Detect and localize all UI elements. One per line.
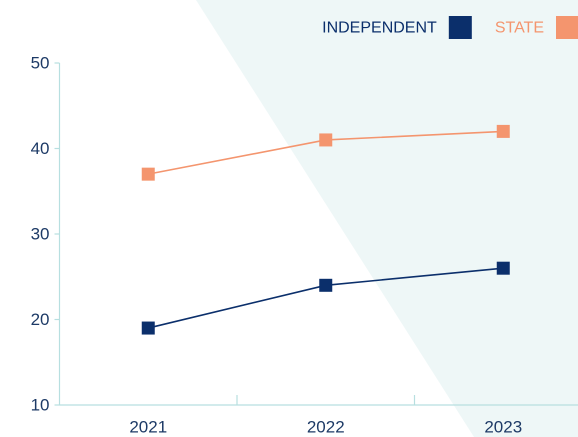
y-tick-label: 20 bbox=[31, 310, 50, 329]
y-tick-label: 30 bbox=[31, 224, 50, 243]
marker bbox=[319, 278, 333, 292]
x-tick-label: 2023 bbox=[484, 417, 522, 436]
marker bbox=[141, 167, 155, 181]
y-tick-label: 50 bbox=[31, 53, 50, 72]
y-tick-label: 10 bbox=[31, 395, 50, 414]
legend-label: STATE bbox=[495, 20, 544, 37]
marker bbox=[319, 133, 333, 147]
marker bbox=[496, 124, 510, 138]
legend-swatch bbox=[556, 16, 578, 39]
legend-label: INDEPENDENT bbox=[322, 20, 437, 37]
y-tick-label: 40 bbox=[31, 139, 50, 158]
x-tick-label: 2021 bbox=[129, 417, 167, 436]
background-shape bbox=[196, 0, 578, 437]
marker bbox=[496, 261, 510, 275]
x-tick-label: 2022 bbox=[307, 417, 345, 436]
legend-swatch bbox=[448, 16, 472, 39]
marker bbox=[141, 321, 155, 335]
